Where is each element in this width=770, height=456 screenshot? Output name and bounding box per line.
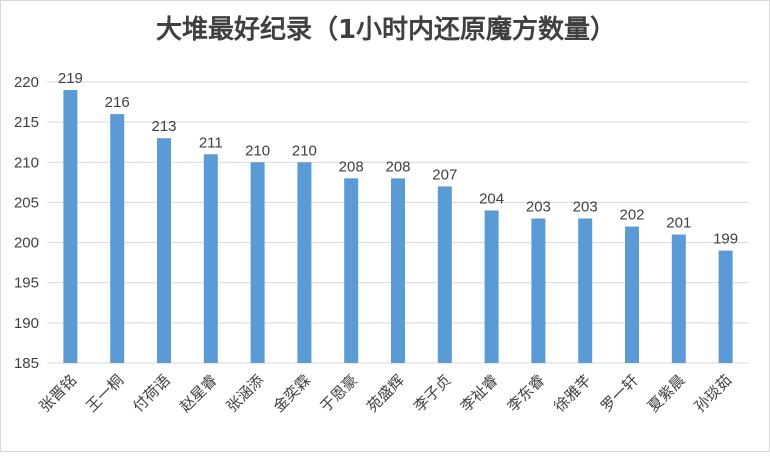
bar [110,114,125,363]
bar [625,226,639,363]
x-tick-label: 徐雅芊 [550,371,595,416]
x-tick-label: 孙琰茹 [691,371,736,416]
data-label: 208 [385,158,410,175]
chart-title: 大堆最好纪录（1小时内还原魔方数量） [155,15,617,45]
data-label: 207 [432,166,457,183]
data-label: 213 [151,118,176,135]
x-tick-label: 于恩豪 [316,371,361,416]
y-tick-label: 190 [14,315,39,332]
data-label: 219 [58,70,83,87]
data-label: 199 [713,231,738,248]
bar [63,90,78,364]
bar [484,210,499,363]
data-label: 201 [666,215,691,232]
bar [578,218,593,363]
y-tick-label: 210 [14,154,39,171]
y-tick-label: 185 [14,355,39,372]
bar [344,178,359,363]
x-tick-label: 张晋铭 [36,371,81,416]
x-tick-label: 付荷语 [129,371,174,416]
y-tick-label: 200 [14,235,39,252]
data-label: 203 [526,198,551,215]
y-tick-label: 215 [14,114,39,131]
x-tick-label: 张涵添 [223,371,268,416]
x-tick-label: 李东睿 [504,371,549,416]
data-label: 208 [339,158,364,175]
bar [297,162,312,363]
data-label: 204 [479,190,504,207]
bar [203,154,218,363]
x-tick-label: 夏紫晨 [644,371,689,416]
bar [671,234,686,363]
data-label: 211 [199,134,223,151]
data-label: 202 [619,207,644,224]
data-label: 210 [245,142,270,159]
bar [157,138,171,363]
bar [531,218,546,363]
bar [250,162,265,363]
x-tick-label: 王一桐 [82,371,127,416]
y-tick-label: 220 [14,74,39,91]
y-tick-label: 195 [14,275,39,292]
data-label: 216 [105,94,130,111]
x-tick-label: 金奕霖 [270,371,315,416]
data-label: 203 [573,198,598,215]
x-tick-label: 赵星睿 [176,371,221,416]
bar [391,178,405,363]
x-tick-label: 罗一轩 [597,371,642,416]
x-tick-label: 苑盛辉 [363,371,408,416]
bar [718,250,733,363]
data-label: 210 [292,142,317,159]
y-tick-label: 205 [14,194,39,211]
bar [437,186,452,363]
x-tick-label: 李祉睿 [457,371,502,416]
x-tick-label: 李子贞 [410,371,455,416]
